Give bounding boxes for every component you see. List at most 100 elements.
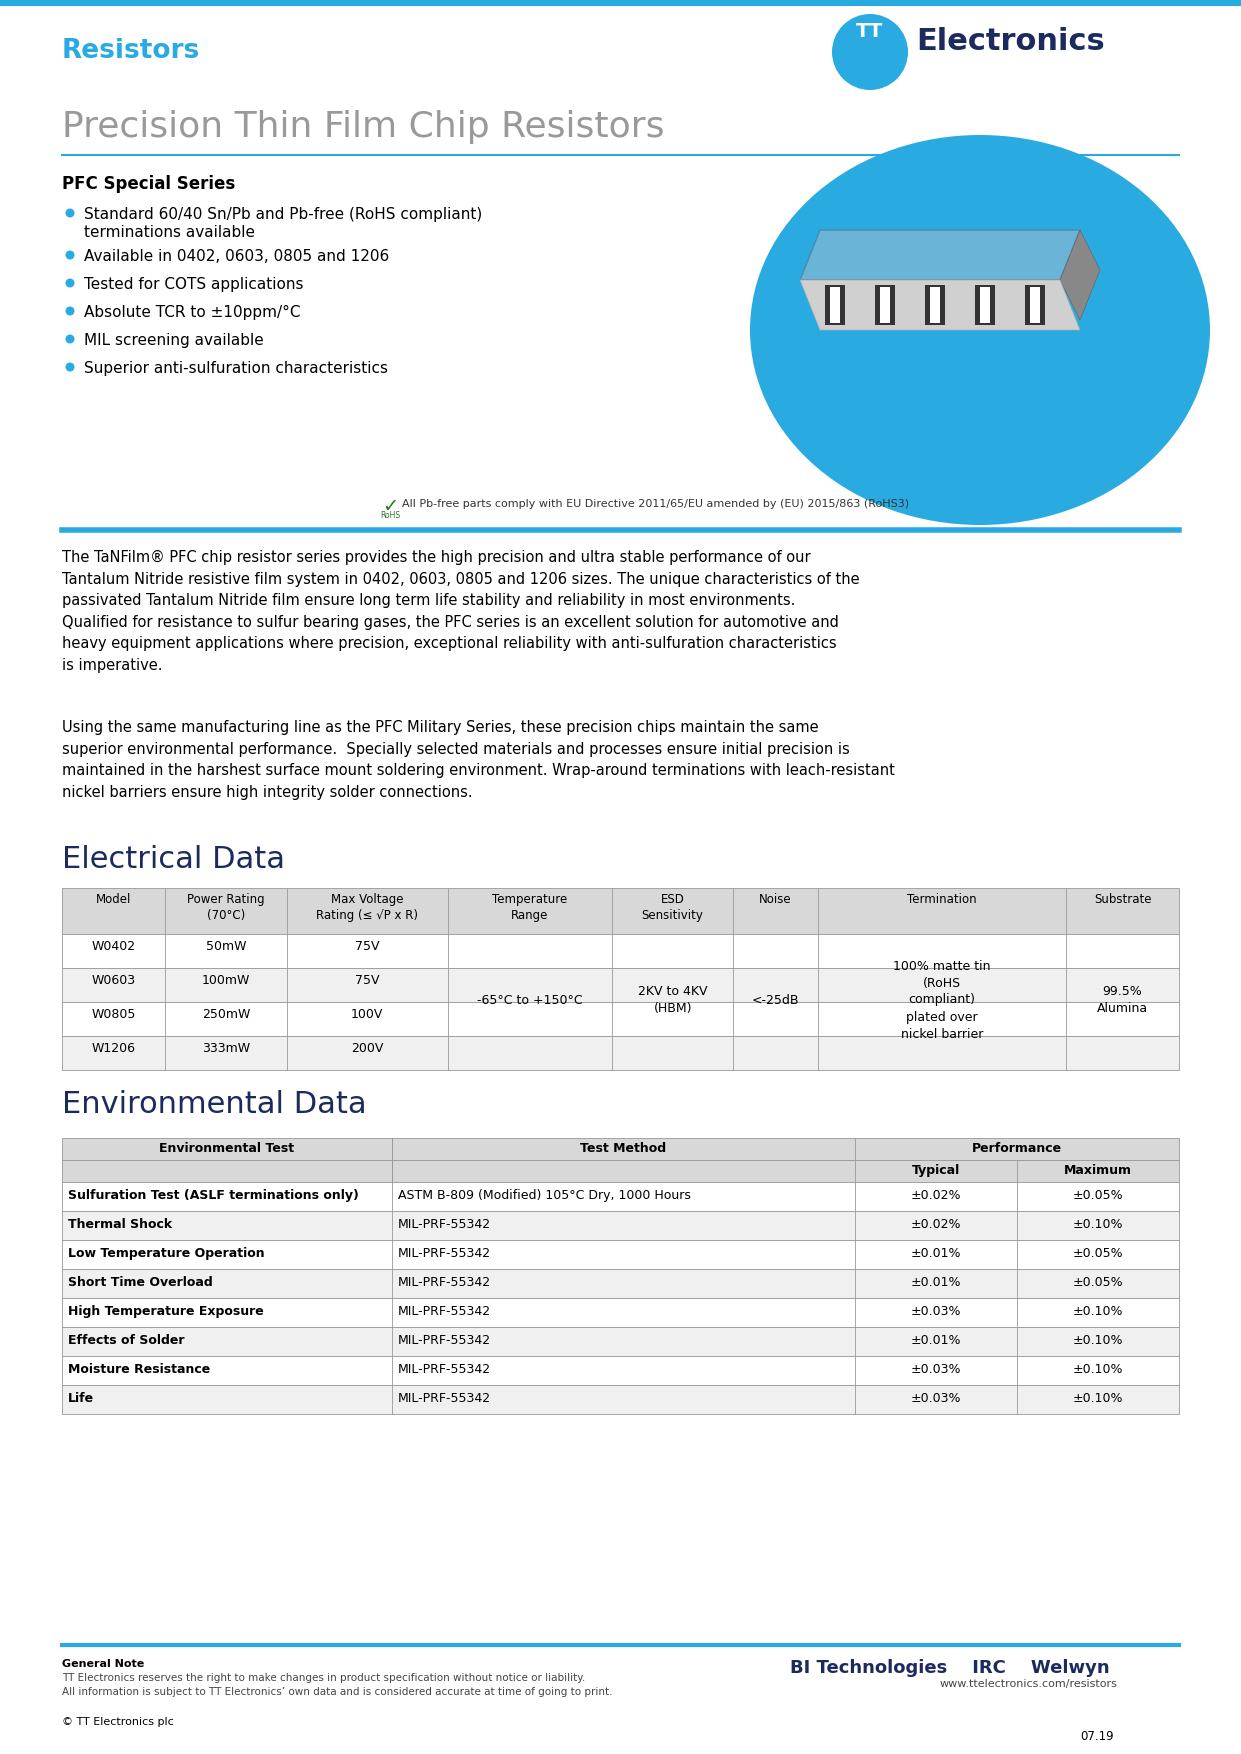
Circle shape [66, 209, 74, 217]
Circle shape [831, 14, 908, 89]
Text: ±0.05%: ±0.05% [1072, 1247, 1123, 1259]
Bar [62, 1037, 1179, 1070]
Text: Environmental Test: Environmental Test [159, 1142, 294, 1154]
Polygon shape [825, 284, 845, 324]
Text: All Pb-free parts comply with EU Directive 2011/65/EU amended by (EU) 2015/863 (: All Pb-free parts comply with EU Directi… [402, 498, 910, 509]
Bar [62, 888, 1179, 933]
Polygon shape [800, 230, 1080, 281]
Text: Standard 60/40 Sn/Pb and Pb-free (RoHS compliant): Standard 60/40 Sn/Pb and Pb-free (RoHS c… [84, 207, 483, 223]
Text: Termination: Termination [907, 893, 977, 907]
Polygon shape [925, 284, 944, 324]
Bar [62, 1356, 1179, 1386]
Text: terminations available: terminations available [84, 225, 254, 240]
Bar [62, 1159, 1179, 1182]
Polygon shape [975, 284, 995, 324]
Text: ±0.01%: ±0.01% [911, 1247, 962, 1259]
Text: W0402: W0402 [92, 940, 135, 952]
Text: 75V: 75V [355, 973, 380, 988]
Text: TT: TT [856, 23, 884, 40]
Text: Short Time Overload: Short Time Overload [68, 1275, 212, 1289]
Text: Max Voltage
Rating (≤ √P x R): Max Voltage Rating (≤ √P x R) [316, 893, 418, 923]
Text: Test Method: Test Method [581, 1142, 666, 1154]
Text: General Note: General Note [62, 1659, 144, 1670]
Text: MIL-PRF-55342: MIL-PRF-55342 [397, 1335, 490, 1347]
Polygon shape [980, 288, 990, 323]
Polygon shape [830, 288, 840, 323]
Text: Environmental Data: Environmental Data [62, 1089, 366, 1119]
Text: RoHS: RoHS [380, 510, 400, 519]
Text: Typical: Typical [912, 1165, 961, 1177]
Polygon shape [880, 288, 890, 323]
Bar [62, 1210, 1179, 1240]
Text: ±0.10%: ±0.10% [1072, 1393, 1123, 1405]
Text: Using the same manufacturing line as the PFC Military Series, these precision ch: Using the same manufacturing line as the… [62, 719, 895, 800]
Text: Model: Model [96, 893, 132, 907]
Text: MIL-PRF-55342: MIL-PRF-55342 [397, 1305, 490, 1317]
Text: 100V: 100V [351, 1009, 383, 1021]
Circle shape [66, 363, 74, 372]
Text: MIL screening available: MIL screening available [84, 333, 264, 347]
Bar [0, 0, 1241, 5]
Text: 250mW: 250mW [201, 1009, 249, 1021]
Text: TT Electronics reserves the right to make changes in product specification witho: TT Electronics reserves the right to mak… [62, 1673, 586, 1684]
Circle shape [66, 251, 74, 260]
Text: BI Technologies    IRC    Welwyn: BI Technologies IRC Welwyn [791, 1659, 1109, 1677]
Bar [62, 1240, 1179, 1268]
Text: Resistors: Resistors [62, 39, 200, 63]
Text: Maximum: Maximum [1064, 1165, 1132, 1177]
Text: PFC Special Series: PFC Special Series [62, 175, 236, 193]
Text: High Temperature Exposure: High Temperature Exposure [68, 1305, 264, 1317]
Text: MIL-PRF-55342: MIL-PRF-55342 [397, 1247, 490, 1259]
Text: ✓: ✓ [382, 496, 398, 516]
Text: Moisture Resistance: Moisture Resistance [68, 1363, 210, 1375]
Text: ESD
Sensitivity: ESD Sensitivity [642, 893, 704, 923]
Text: Electrical Data: Electrical Data [62, 845, 285, 873]
Text: <-25dB: <-25dB [752, 993, 799, 1007]
Text: Tested for COTS applications: Tested for COTS applications [84, 277, 304, 291]
Text: ±0.02%: ±0.02% [911, 1189, 962, 1201]
Text: 07.19: 07.19 [1080, 1729, 1113, 1743]
Text: Available in 0402, 0603, 0805 and 1206: Available in 0402, 0603, 0805 and 1206 [84, 249, 390, 265]
Text: ±0.01%: ±0.01% [911, 1335, 962, 1347]
Text: © TT Electronics plc: © TT Electronics plc [62, 1717, 174, 1728]
Polygon shape [1060, 230, 1100, 319]
Text: Power Rating
(70°C): Power Rating (70°C) [187, 893, 264, 923]
Text: 200V: 200V [351, 1042, 383, 1054]
Text: Thermal Shock: Thermal Shock [68, 1217, 172, 1231]
Text: ±0.03%: ±0.03% [911, 1363, 962, 1375]
Text: -65°C to +150°C: -65°C to +150°C [477, 993, 583, 1007]
Text: Noise: Noise [759, 893, 792, 907]
Text: ±0.02%: ±0.02% [911, 1217, 962, 1231]
Text: 2KV to 4KV
(HBM): 2KV to 4KV (HBM) [638, 986, 707, 1016]
Circle shape [66, 279, 74, 288]
Text: ±0.10%: ±0.10% [1072, 1305, 1123, 1317]
Text: The TaNFilm® PFC chip resistor series provides the high precision and ultra stab: The TaNFilm® PFC chip resistor series pr… [62, 551, 860, 674]
Text: 75V: 75V [355, 940, 380, 952]
Text: W1206: W1206 [92, 1042, 135, 1054]
Text: www.ttelectronics.com/resistors: www.ttelectronics.com/resistors [939, 1679, 1118, 1689]
Text: ±0.03%: ±0.03% [911, 1305, 962, 1317]
Polygon shape [1030, 288, 1040, 323]
Text: 99.5%
Alumina: 99.5% Alumina [1097, 986, 1148, 1016]
Text: ±0.10%: ±0.10% [1072, 1363, 1123, 1375]
Circle shape [66, 335, 74, 344]
Text: W0603: W0603 [92, 973, 135, 988]
Ellipse shape [750, 135, 1210, 524]
Circle shape [66, 307, 74, 316]
Text: MIL-PRF-55342: MIL-PRF-55342 [397, 1275, 490, 1289]
Text: W0805: W0805 [92, 1009, 135, 1021]
Text: Low Temperature Operation: Low Temperature Operation [68, 1247, 264, 1259]
Text: Performance: Performance [972, 1142, 1062, 1154]
Text: Superior anti-sulfuration characteristics: Superior anti-sulfuration characteristic… [84, 361, 388, 375]
Polygon shape [930, 288, 939, 323]
Text: Sulfuration Test (ASLF terminations only): Sulfuration Test (ASLF terminations only… [68, 1189, 359, 1201]
Bar [62, 1328, 1179, 1356]
Text: MIL-PRF-55342: MIL-PRF-55342 [397, 1217, 490, 1231]
Text: 333mW: 333mW [202, 1042, 249, 1054]
Polygon shape [875, 284, 895, 324]
Polygon shape [1025, 284, 1045, 324]
Text: Precision Thin Film Chip Resistors: Precision Thin Film Chip Resistors [62, 111, 664, 144]
Text: All information is subject to TT Electronics’ own data and is considered accurat: All information is subject to TT Electro… [62, 1687, 613, 1698]
Text: ±0.03%: ±0.03% [911, 1393, 962, 1405]
Text: ±0.10%: ±0.10% [1072, 1217, 1123, 1231]
